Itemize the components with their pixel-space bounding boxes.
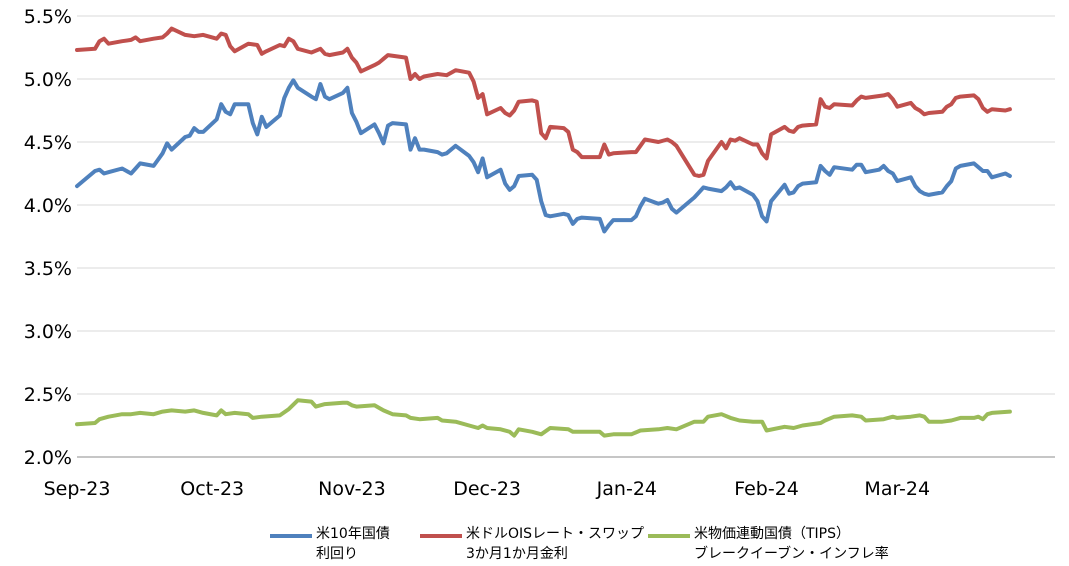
x-axis-ticks: Sep-23 Oct-23 Nov-23 Dec-23 Jan-24 Feb-24 Mar-…: [44, 478, 931, 500]
series-line-1: [75, 78, 1012, 234]
legend-label-1: 米10年国債: [316, 526, 390, 542]
x-tick-label: Dec-23: [453, 478, 521, 500]
series-line-2: [75, 26, 1012, 178]
x-tick-label: Mar-24: [864, 478, 930, 500]
y-tick-label: 5.0%: [24, 69, 72, 91]
y-tick-label: 4.5%: [24, 132, 72, 154]
y-tick-label: 3.5%: [24, 258, 72, 280]
x-tick-label: Oct-23: [180, 478, 244, 500]
legend-label-3: 米物価連動国債（TIPS）: [694, 526, 850, 542]
series-line-3: [75, 398, 1012, 438]
legend-label-2: 3か月1か月金利: [466, 546, 568, 562]
y-tick-label: 2.5%: [24, 384, 72, 406]
x-tick-label: Feb-24: [734, 478, 799, 500]
y-tick-label: 3.0%: [24, 321, 72, 343]
legend-label-1: 利回り: [316, 546, 358, 562]
x-tick-label: Sep-23: [44, 478, 111, 500]
x-tick-label: Nov-23: [318, 478, 386, 500]
y-tick-label: 2.0%: [24, 447, 72, 469]
y-tick-label: 4.0%: [24, 195, 72, 217]
y-axis-ticks: 5.5% 5.0% 4.5% 4.0% 3.5% 3.0% 2.5% 2.0%: [24, 6, 72, 469]
gridlines: [77, 15, 1055, 458]
legend-label-2: 米ドルOISレート・スワップ: [466, 526, 644, 542]
x-tick-label: Jan-24: [596, 478, 657, 500]
legend-label-3: ブレークイーブン・インフレ率: [694, 545, 889, 562]
series-lines: [75, 26, 1012, 438]
y-tick-label: 5.5%: [24, 6, 72, 28]
